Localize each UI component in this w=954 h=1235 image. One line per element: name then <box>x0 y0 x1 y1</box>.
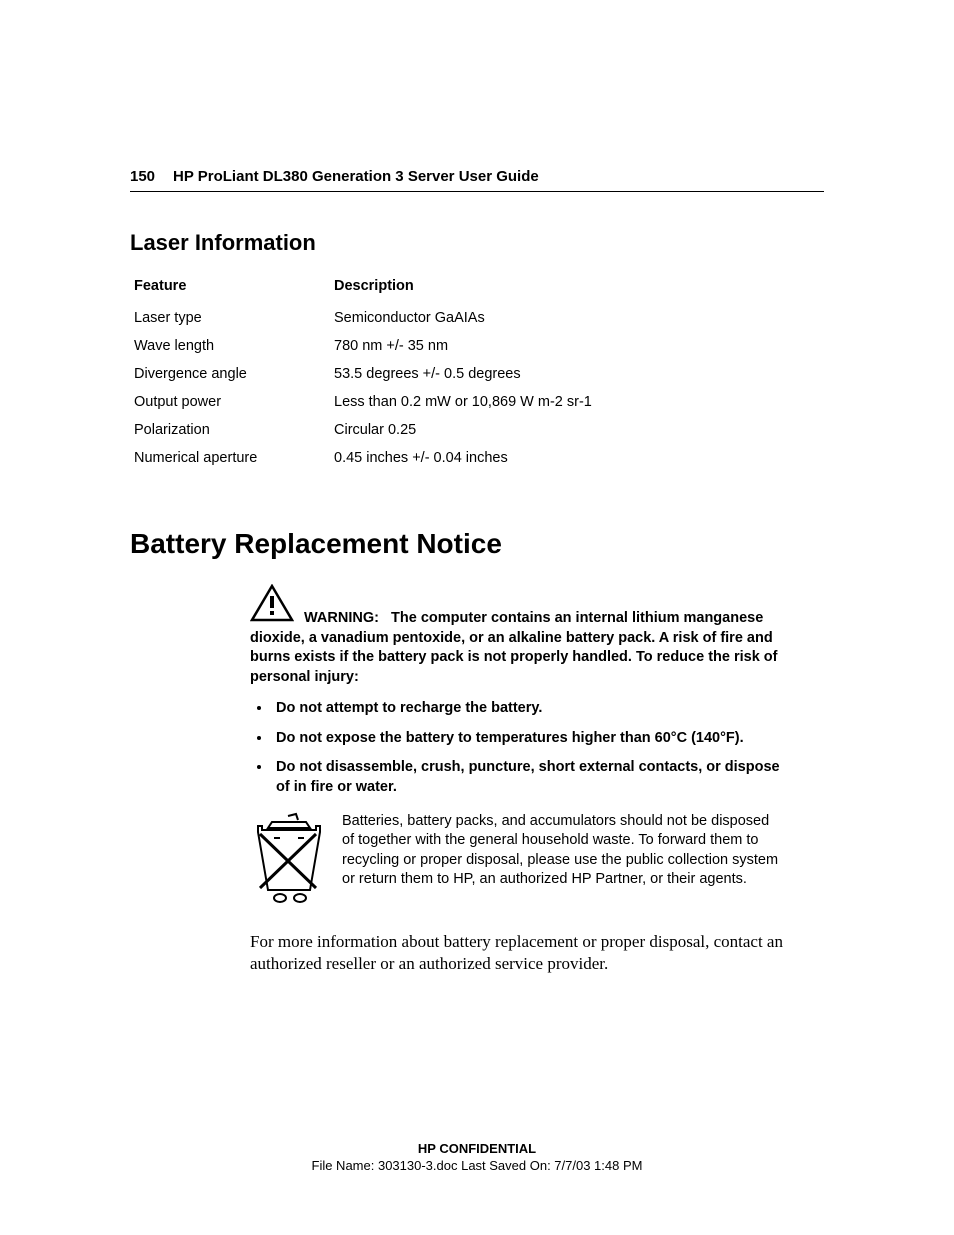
cell-feature: Laser type <box>134 304 334 332</box>
cell-desc: Circular 0.25 <box>334 416 694 444</box>
header-title: HP ProLiant DL380 Generation 3 Server Us… <box>173 168 539 185</box>
battery-heading: Battery Replacement Notice <box>130 528 824 560</box>
table-row: Numerical aperture0.45 inches +/- 0.04 i… <box>134 444 694 472</box>
cell-desc: 0.45 inches +/- 0.04 inches <box>334 444 694 472</box>
disposal-text: Batteries, battery packs, and accumulato… <box>342 812 784 909</box>
page-number: 150 <box>130 168 155 185</box>
footer-confidential: HP CONFIDENTIAL <box>0 1141 954 1156</box>
warning-block: WARNING: The computer contains an intern… <box>250 584 784 798</box>
cell-feature: Wave length <box>134 332 334 360</box>
table-row: Output powerLess than 0.2 mW or 10,869 W… <box>134 388 694 416</box>
table-row: PolarizationCircular 0.25 <box>134 416 694 444</box>
list-item: Do not attempt to recharge the battery. <box>272 699 784 719</box>
footer-file-info: File Name: 303130-3.doc Last Saved On: 7… <box>312 1158 643 1173</box>
no-trash-bin-icon <box>250 812 332 909</box>
page-footer: HP CONFIDENTIAL File Name: 303130-3.doc … <box>0 1141 954 1173</box>
cell-feature: Divergence angle <box>134 360 334 388</box>
warning-label: WARNING: <box>304 610 379 626</box>
table-row: Divergence angle53.5 degrees +/- 0.5 deg… <box>134 360 694 388</box>
laser-table: Feature Description Laser typeSemiconduc… <box>134 274 694 472</box>
warning-list: Do not attempt to recharge the battery. … <box>250 699 784 797</box>
document-page: 150 HP ProLiant DL380 Generation 3 Serve… <box>0 0 954 1235</box>
warning-triangle-icon <box>250 584 294 629</box>
list-item: Do not expose the battery to temperature… <box>272 729 784 749</box>
laser-heading: Laser Information <box>130 230 824 256</box>
table-row: Laser typeSemiconductor GaAIAs <box>134 304 694 332</box>
page-header: 150 HP ProLiant DL380 Generation 3 Serve… <box>130 168 824 192</box>
cell-desc: 780 nm +/- 35 nm <box>334 332 694 360</box>
cell-desc: Semiconductor GaAIAs <box>334 304 694 332</box>
cell-feature: Output power <box>134 388 334 416</box>
table-header-feature: Feature <box>134 274 334 304</box>
more-info-paragraph: For more information about battery repla… <box>250 931 804 977</box>
cell-feature: Numerical aperture <box>134 444 334 472</box>
disposal-row: Batteries, battery packs, and accumulato… <box>250 812 784 909</box>
table-row: Wave length780 nm +/- 35 nm <box>134 332 694 360</box>
warning-paragraph: WARNING: The computer contains an intern… <box>250 584 784 687</box>
table-header-description: Description <box>334 274 694 304</box>
list-item: Do not disassemble, crush, puncture, sho… <box>272 758 784 797</box>
cell-feature: Polarization <box>134 416 334 444</box>
cell-desc: 53.5 degrees +/- 0.5 degrees <box>334 360 694 388</box>
cell-desc: Less than 0.2 mW or 10,869 W m-2 sr-1 <box>334 388 694 416</box>
